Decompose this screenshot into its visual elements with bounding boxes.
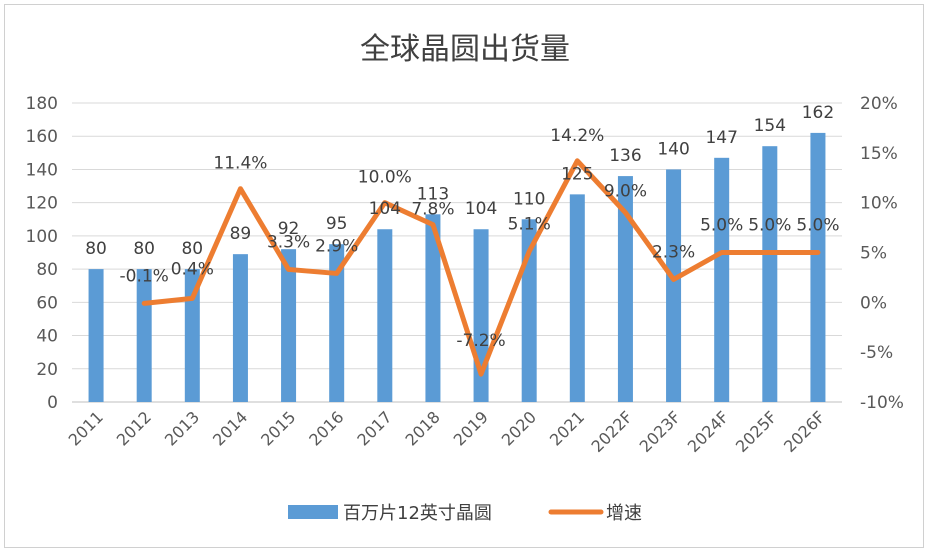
bar <box>184 269 200 402</box>
y-left-tick-label: 80 <box>36 260 58 280</box>
x-tick-label: 2017 <box>353 407 395 449</box>
bar-data-label: 162 <box>802 103 834 123</box>
x-tick-label: 2021 <box>546 407 588 449</box>
bar-data-labels: 80 80 80 89 92 95 104 113 104 110 125 136 140 147 154 1… <box>85 103 834 259</box>
line-data-label: 5.1% <box>508 215 551 235</box>
y-left-tick-label: 20 <box>36 360 58 380</box>
legend: 百万片12英寸晶圆 增速 <box>288 503 642 524</box>
bar-series <box>88 132 826 402</box>
x-tick-label: 2018 <box>402 407 444 449</box>
line-data-label: 5.0% <box>748 216 791 236</box>
x-tick-label: 2019 <box>450 407 492 449</box>
x-tick-label: 2020 <box>498 407 540 449</box>
line-data-label: 5.0% <box>796 216 839 236</box>
x-axis: 2011 2012 2013 2014 2015 2016 2017 2018 2019 2020… <box>65 407 829 456</box>
y-left-tick-label: 180 <box>26 94 58 114</box>
right-axis: -10% -5% 0% 5% 10% 15% 20% <box>860 94 904 413</box>
line-data-label: 5.0% <box>700 216 743 236</box>
bar-data-label: 113 <box>417 184 449 204</box>
y-left-tick-label: 140 <box>26 160 58 180</box>
x-tick-label: 2024F <box>684 407 733 456</box>
gridlines <box>72 102 842 403</box>
left-axis: 0 20 40 60 80 100 120 140 160 180 <box>26 94 58 413</box>
line-series <box>141 158 821 377</box>
bar-data-label: 104 <box>369 199 401 219</box>
x-tick-label: 2025F <box>732 407 781 456</box>
line-data-label: 3.3% <box>267 232 310 252</box>
y-left-tick-label: 0 <box>47 393 58 413</box>
bar <box>232 254 248 402</box>
bar <box>425 214 441 402</box>
bar-data-label: 154 <box>754 116 786 136</box>
bar-data-label: 104 <box>465 199 497 219</box>
y-left-tick-label: 60 <box>36 293 58 313</box>
line-data-label: 10.0% <box>358 168 412 188</box>
y-left-tick-label: 120 <box>26 194 58 214</box>
chart-title: 全球晶圆出货量 <box>360 32 570 67</box>
legend-label-bar: 百万片12英寸晶圆 <box>343 503 492 524</box>
x-tick-label: 2014 <box>209 407 251 449</box>
y-left-tick-label: 40 <box>36 327 58 347</box>
bar-data-label: 140 <box>657 139 689 159</box>
bar-data-label: 147 <box>705 128 737 148</box>
line-data-label: 7.8% <box>411 200 454 220</box>
y-right-tick-label: -5% <box>860 343 893 363</box>
y-right-tick-label: 0% <box>860 293 887 313</box>
bar <box>617 176 633 402</box>
x-tick-label: 2012 <box>113 407 155 449</box>
bar-data-label: 80 <box>181 239 203 259</box>
line-data-labels: -0.1% 0.4% 11.4% 3.3% 2.9% 10.0% 7.8% -7.2% 5.1%… <box>120 126 840 351</box>
line-data-label: 9.0% <box>604 182 647 202</box>
bar <box>281 249 297 402</box>
x-tick-label: 2015 <box>257 407 299 449</box>
line-data-label: 14.2% <box>550 126 604 146</box>
bar <box>136 269 152 402</box>
line-data-label: 11.4% <box>213 154 267 174</box>
bar <box>377 229 393 402</box>
y-left-tick-label: 160 <box>26 127 58 147</box>
x-tick-label: 2013 <box>161 407 203 449</box>
bar <box>714 157 730 402</box>
bar <box>810 132 826 402</box>
line-data-label: -0.1% <box>120 266 169 286</box>
bar-data-label: 95 <box>326 214 348 234</box>
bar-data-label: 80 <box>133 239 155 259</box>
x-tick-label: 2022F <box>588 407 637 456</box>
x-tick-label: 2016 <box>305 407 347 449</box>
bar-data-label: 136 <box>609 146 641 166</box>
legend-label-line: 增速 <box>606 503 642 524</box>
bar <box>762 146 778 402</box>
y-right-tick-label: -10% <box>860 393 904 413</box>
y-left-tick-label: 100 <box>26 227 58 247</box>
bar-data-label: 89 <box>230 224 252 244</box>
x-tick-label: 2023F <box>636 407 685 456</box>
bar-data-label: 125 <box>561 164 593 184</box>
line-data-label: 0.4% <box>171 259 214 279</box>
y-right-tick-label: 5% <box>860 244 887 264</box>
legend-swatch-bar <box>288 505 338 519</box>
line-data-label: -7.2% <box>456 331 505 351</box>
y-right-tick-label: 10% <box>860 194 898 214</box>
bar <box>666 169 682 402</box>
bar <box>329 244 345 402</box>
x-tick-label: 2011 <box>65 407 107 449</box>
growth-line <box>141 158 821 377</box>
bar-data-label: 110 <box>513 189 545 209</box>
bar <box>88 269 104 402</box>
x-tick-label: 2026F <box>780 407 829 456</box>
y-right-tick-label: 20% <box>860 94 898 114</box>
line-data-label: 2.9% <box>315 236 358 256</box>
bar <box>569 194 585 402</box>
y-right-tick-label: 15% <box>860 144 898 164</box>
bar-data-label: 92 <box>278 219 300 239</box>
bar-data-label: 80 <box>85 239 107 259</box>
line-data-label: 2.3% <box>652 242 695 262</box>
